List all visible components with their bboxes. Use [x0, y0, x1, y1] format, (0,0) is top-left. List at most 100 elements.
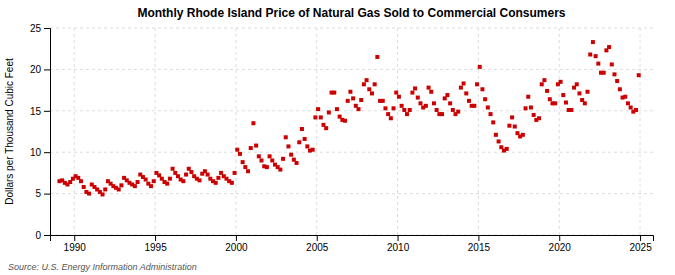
point — [491, 120, 495, 124]
point — [435, 108, 439, 112]
x-tick-mark — [640, 235, 641, 241]
y-tick-label: 15 — [30, 106, 42, 117]
x-tick-label: 2000 — [225, 242, 248, 253]
y-tick: 20 — [30, 64, 50, 75]
point — [394, 91, 398, 95]
point — [281, 157, 285, 161]
point — [612, 72, 616, 76]
x-axis-line — [51, 236, 654, 242]
point — [152, 179, 156, 183]
point — [615, 79, 619, 83]
x-tick-mark — [317, 235, 318, 241]
point — [289, 153, 293, 157]
x-tick: 2005 — [306, 235, 329, 253]
point — [101, 192, 105, 196]
x-tick: 1995 — [144, 235, 167, 253]
point — [561, 93, 565, 97]
point — [319, 115, 323, 119]
point — [418, 101, 422, 105]
point — [400, 104, 404, 108]
x-tick-mark — [74, 235, 75, 241]
y-grid-line — [50, 110, 653, 111]
y-tick: 0 — [35, 230, 50, 241]
point — [427, 86, 431, 90]
y-tick-mark — [44, 194, 50, 195]
point — [300, 127, 304, 131]
chart-svg: 1990199520002005201020152020202505101520… — [0, 0, 675, 275]
point — [472, 104, 476, 108]
point — [216, 176, 220, 180]
point — [553, 101, 557, 105]
point — [559, 80, 563, 84]
x-grid-line — [74, 28, 75, 235]
point — [316, 107, 320, 111]
point — [467, 99, 471, 103]
y-axis-line — [44, 29, 51, 236]
point — [478, 65, 482, 69]
point — [405, 112, 409, 116]
point — [445, 93, 449, 97]
y-tick-mark — [44, 235, 50, 236]
point — [375, 55, 379, 59]
point — [623, 95, 627, 99]
point — [332, 91, 336, 95]
point — [214, 181, 218, 185]
point — [365, 78, 369, 82]
point — [637, 73, 641, 77]
y-axis: 0 5 10 15 20 25 — [30, 23, 51, 241]
x-tick-mark — [236, 235, 237, 241]
y-tick-label: 5 — [35, 188, 41, 199]
x-tick-label: 2025 — [629, 242, 652, 253]
y-tick: 10 — [30, 147, 50, 158]
x-grid-line — [640, 28, 641, 235]
chart-container: 1990199520002005201020152020202505101520… — [0, 0, 675, 275]
x-tick-label: 2015 — [468, 242, 491, 253]
point — [526, 95, 530, 99]
point — [486, 105, 490, 109]
point — [424, 104, 428, 108]
y-grid-line — [50, 28, 653, 29]
point — [370, 91, 374, 95]
y-tick-label: 0 — [35, 230, 41, 241]
point — [82, 185, 86, 189]
point — [233, 171, 237, 175]
point — [564, 101, 568, 105]
point — [569, 108, 573, 112]
point — [507, 124, 511, 128]
point — [343, 119, 347, 123]
x-tick-label: 1990 — [64, 242, 87, 253]
point — [397, 95, 401, 99]
point — [545, 89, 549, 93]
point — [311, 148, 315, 152]
point — [618, 87, 622, 91]
point — [610, 62, 614, 66]
point — [586, 90, 590, 94]
point — [249, 146, 253, 150]
point — [505, 147, 509, 151]
point — [117, 187, 121, 191]
point — [521, 133, 525, 137]
point — [268, 154, 272, 158]
point — [270, 158, 274, 162]
point — [529, 105, 533, 109]
point — [313, 115, 317, 119]
x-tick-label: 1995 — [144, 242, 167, 253]
y-grid-line — [50, 193, 653, 194]
point — [607, 45, 611, 49]
y-tick: 25 — [30, 23, 50, 34]
point — [171, 167, 175, 171]
point — [284, 135, 288, 139]
point — [392, 106, 396, 110]
y-tick-label: 20 — [30, 64, 42, 75]
point — [362, 82, 366, 86]
point — [596, 62, 600, 66]
x-axis: 19901995200020052010201520202025 — [51, 235, 654, 253]
y-tick-label: 25 — [30, 23, 42, 34]
y-tick-mark — [44, 28, 50, 29]
point — [230, 181, 234, 185]
point — [475, 82, 479, 86]
point — [133, 184, 137, 188]
plot-area: 1990199520002005201020152020202505101520… — [30, 23, 654, 253]
point — [265, 165, 269, 169]
point — [402, 108, 406, 112]
